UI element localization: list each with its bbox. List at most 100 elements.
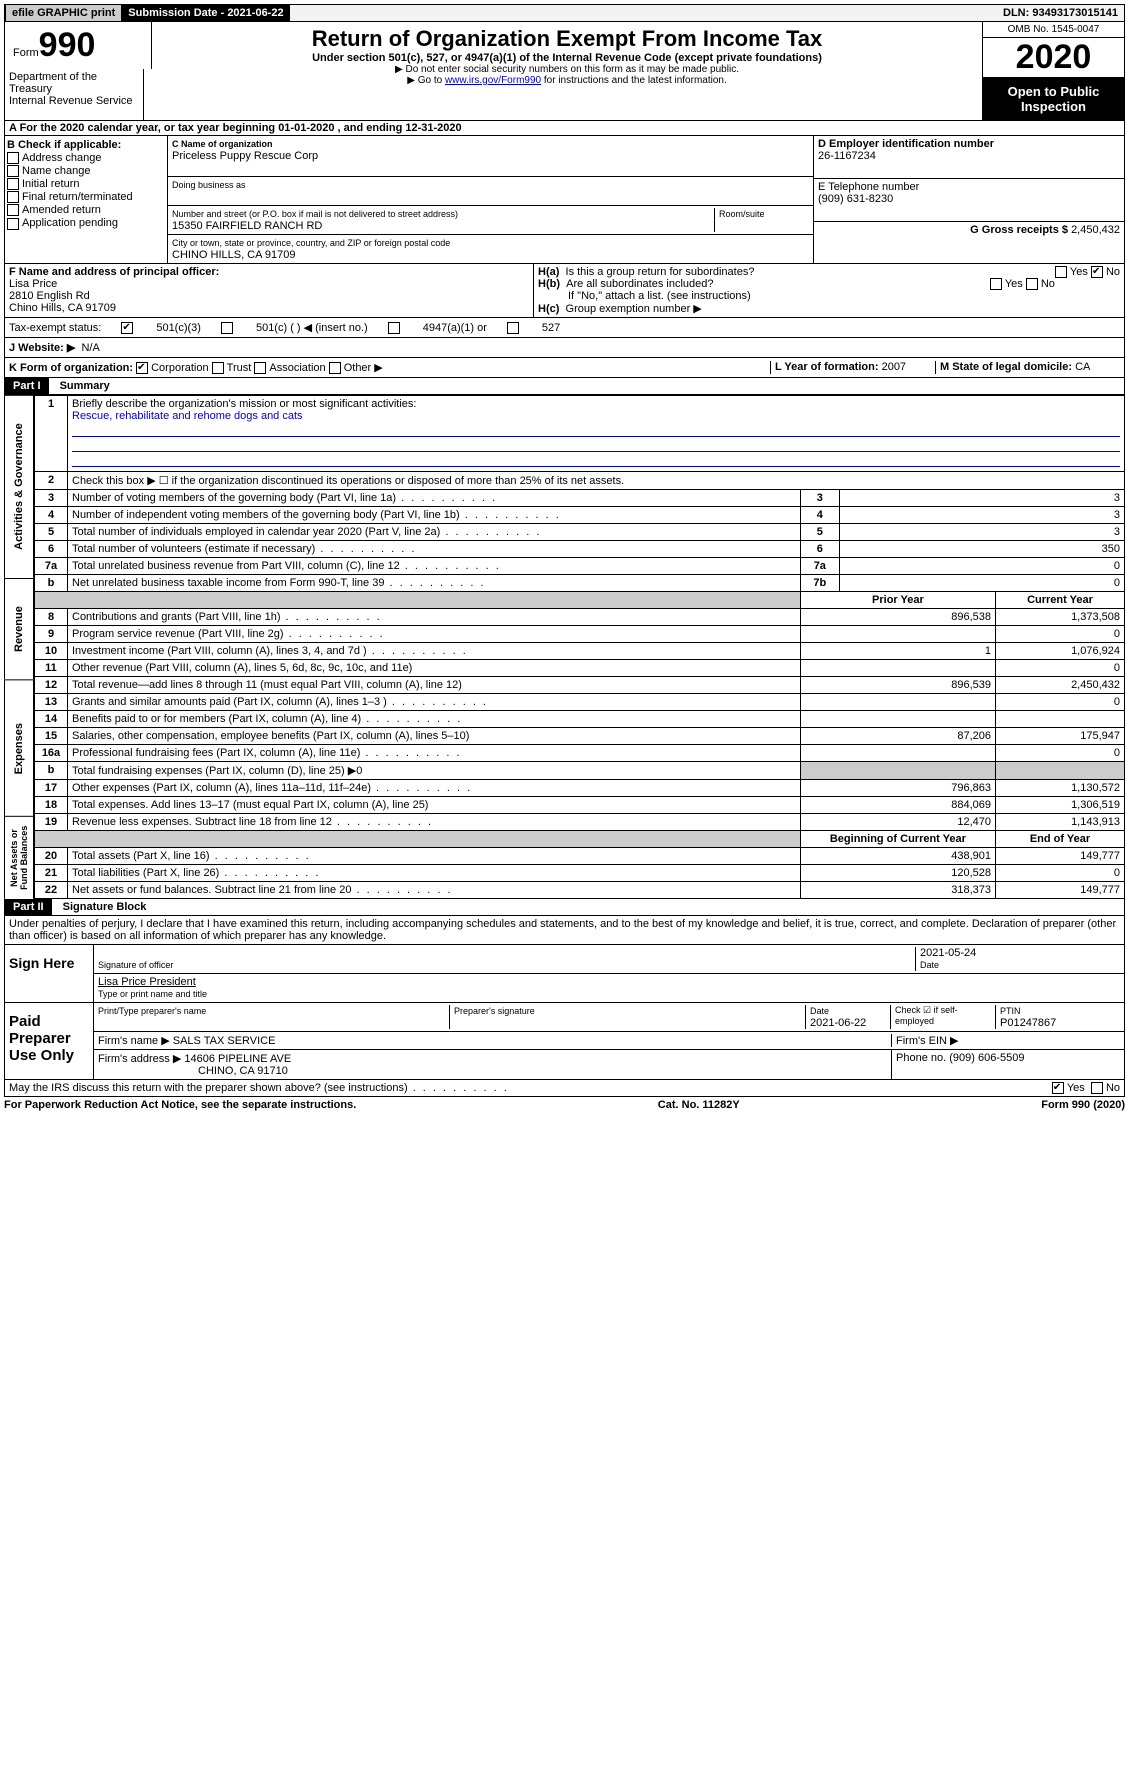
r14-py [800,711,995,728]
part1-title: Summary [52,380,110,392]
box-b-label: B Check if applicable: [7,139,121,151]
form-header: Form990 Department of the Treasury Inter… [4,22,1125,121]
omb-number: OMB No. 1545-0047 [983,22,1124,38]
r3-box: 3 [800,490,839,507]
firm-addr2: CHINO, CA 91710 [98,1065,288,1077]
r11-py [800,660,995,677]
r16a-num: 16a [35,745,68,762]
department: Department of the Treasury Internal Reve… [5,69,144,120]
r21-py: 120,528 [800,865,995,882]
discuss-no[interactable] [1091,1082,1103,1094]
tab-revenue: Revenue [4,578,34,679]
r5-text: Total number of individuals employed in … [68,524,801,541]
r2-text: Check this box ▶ ☐ if the organization d… [68,472,1125,490]
efile-button[interactable]: efile GRAPHIC print [5,5,122,21]
yes-label-2: Yes [1005,278,1023,290]
ha-yes[interactable] [1055,266,1067,278]
ein-value: 26-1167234 [818,150,876,162]
r16a-py [800,745,995,762]
r18-num: 18 [35,797,68,814]
ha-no[interactable] [1091,266,1103,278]
line-k-label: K Form of organization: [9,362,133,374]
row-f-h: F Name and address of principal officer:… [4,264,1125,318]
form-subtitle: Under section 501(c), 527, or 4947(a)(1)… [156,52,978,64]
submission-date: Submission Date - 2021-06-22 [122,5,289,21]
org-city: CHINO HILLS, CA 91709 [172,249,296,261]
tab-governance: Activities & Governance [4,395,34,578]
sig-date: 2021-05-24 [920,947,976,959]
no-label: No [1106,266,1120,278]
irs-link[interactable]: www.irs.gov/Form990 [445,75,541,86]
part2-num: Part II [5,899,52,915]
r1-text: Briefly describe the organization's miss… [72,398,416,410]
r8-cy: 1,373,508 [996,609,1125,626]
chk-trust[interactable] [212,362,224,374]
firm-name-label: Firm's name ▶ [98,1035,170,1047]
r12-num: 12 [35,677,68,694]
chk-pending[interactable] [7,218,19,230]
r7b-box: 7b [800,575,839,592]
line-m-val: CA [1075,361,1090,373]
r13-num: 13 [35,694,68,711]
r13-cy: 0 [996,694,1125,711]
r3-val: 3 [839,490,1124,507]
prep-date: 2021-06-22 [810,1017,866,1029]
r13-py [800,694,995,711]
chk-501c[interactable] [221,322,233,334]
r3-num: 3 [35,490,68,507]
r18-text: Total expenses. Add lines 13–17 (must eq… [68,797,801,814]
tab-expenses: Expenses [4,679,34,816]
rev-spacer [35,592,801,609]
r10-py: 1 [800,643,995,660]
chk-assoc[interactable] [254,362,266,374]
r5-num: 5 [35,524,68,541]
r6-num: 6 [35,541,68,558]
paid-label: Paid Preparer Use Only [5,1003,94,1079]
paid-preparer-block: Paid Preparer Use Only Print/Type prepar… [4,1003,1125,1080]
chk-other[interactable] [329,362,341,374]
website-row: J Website: ▶ N/A [4,338,1125,358]
r17-py: 796,863 [800,780,995,797]
r9-py [800,626,995,643]
chk-501c3[interactable] [121,322,133,334]
r7b-text: Net unrelated business taxable income fr… [68,575,801,592]
chk-final[interactable] [7,191,19,203]
note-ssn: ▶ Do not enter social security numbers o… [156,64,978,75]
opt-final: Final return/terminated [22,191,133,203]
open-to-public: Open to Public Inspection [983,78,1124,120]
box-c: C Name of organizationPriceless Puppy Re… [168,136,813,263]
discuss-yes[interactable] [1052,1082,1064,1094]
r10-text: Investment income (Part VIII, column (A)… [68,643,801,660]
chk-address[interactable] [7,152,19,164]
chk-amended[interactable] [7,204,19,216]
r10-num: 10 [35,643,68,660]
r10-cy: 1,076,924 [996,643,1125,660]
sig-date-label: Date [920,960,939,970]
r21-num: 21 [35,865,68,882]
chk-initial[interactable] [7,178,19,190]
chk-527[interactable] [507,322,519,334]
officer-addr2: Chino Hills, CA 91709 [9,302,116,314]
r15-text: Salaries, other compensation, employee b… [68,728,801,745]
na-spacer [35,831,801,848]
r2-num: 2 [35,472,68,490]
summary-section: Activities & Governance Revenue Expenses… [4,395,1125,899]
r14-text: Benefits paid to or for members (Part IX… [68,711,801,728]
opt-initial: Initial return [22,178,79,190]
ptin-label: PTIN [1000,1006,1021,1016]
r12-cy: 2,450,432 [996,677,1125,694]
website-value: N/A [81,342,99,354]
r16b-num: b [35,762,68,780]
box-b: B Check if applicable: Address change Na… [5,136,168,263]
ha-text: Is this a group return for subordinates? [566,266,755,278]
line-l-val: 2007 [882,361,906,373]
chk-name[interactable] [7,165,19,177]
r4-text: Number of independent voting members of … [68,507,801,524]
footer: For Paperwork Reduction Act Notice, see … [4,1097,1125,1113]
hb-no[interactable] [1026,278,1038,290]
chk-corp[interactable] [136,362,148,374]
chk-4947[interactable] [388,322,400,334]
hb-yes[interactable] [990,278,1002,290]
r1-mission: Rescue, rehabilitate and rehome dogs and… [72,410,303,422]
r1-cell: Briefly describe the organization's miss… [68,396,1125,472]
